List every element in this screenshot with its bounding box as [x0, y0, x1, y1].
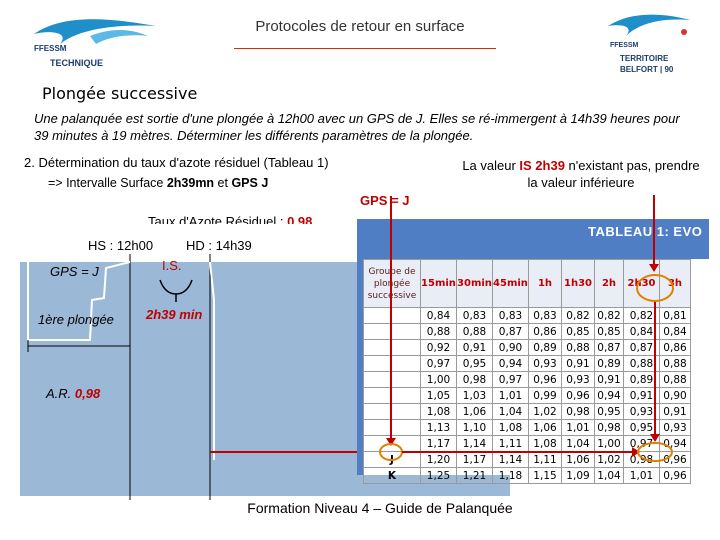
section-title: Plongée successive: [42, 84, 198, 103]
value-cell: 1,11: [528, 451, 562, 468]
column-header: 15min: [420, 259, 457, 308]
table-row: 0,97 0,95 0,94 0,93 0,91 0,89 0,88 0,88: [363, 355, 691, 372]
value-cell: 0,86: [659, 339, 691, 356]
logo-line-1: FFESSM: [610, 42, 639, 49]
value-cell: 0,97: [420, 355, 457, 372]
value-cell: 1,01: [623, 467, 660, 484]
table-row: 0,84 0,83 0,83 0,83 0,82 0,82 0,82 0,81: [363, 307, 691, 324]
logo-line-1: FFESSM: [34, 44, 67, 53]
value-cell: 1,15: [528, 467, 562, 484]
value-cell: 0,81: [659, 307, 691, 324]
interval-mid: et: [214, 176, 232, 190]
table-left-strip: [357, 259, 363, 475]
value-cell: 0,98: [594, 419, 624, 436]
logo-line-2: TECHNIQUE: [50, 58, 104, 68]
column-header: 1h30: [561, 259, 595, 308]
diagram-top-area: [20, 224, 357, 262]
column-pointer-arrow: [649, 264, 659, 272]
table-row: 1,13 1,10 1,08 1,06 1,01 0,98 0,95 0,93: [363, 419, 691, 436]
interval-prefix: => Intervalle Surface: [48, 176, 167, 190]
first-dive-label: 1ère plongée: [38, 312, 114, 327]
value-cell: 0,82: [561, 307, 595, 324]
hd-label: HD : 14h39: [186, 238, 252, 253]
value-cell: 1,25: [420, 467, 457, 484]
value-cell: 1,08: [492, 419, 529, 436]
interval-line: => Intervalle Surface 2h39mn et GPS J: [48, 176, 268, 190]
table-title-bar: [357, 219, 709, 259]
column-header: 45min: [492, 259, 529, 308]
group-j-highlight: [379, 443, 403, 461]
second-dive-profile: [209, 261, 215, 460]
wave-logo-icon: [34, 19, 156, 44]
value-cell: 0,99: [528, 387, 562, 404]
footer-text: Formation Niveau 4 – Guide de Palanquée: [247, 500, 513, 516]
value-cell: 0,90: [492, 339, 529, 356]
value-cell: 0,84: [623, 323, 660, 340]
value-cell: 1,00: [420, 371, 457, 388]
value-cell: 0,91: [659, 403, 691, 420]
value-cell: 0,92: [420, 339, 457, 356]
value-cell: 1,06: [528, 419, 562, 436]
note-prefix: La valeur: [462, 158, 520, 173]
value-cell: 1,02: [528, 403, 562, 420]
table-row: K 1,25 1,21 1,18 1,15 1,09 1,04 1,01 0,96: [363, 467, 691, 484]
page-header-title: Protocoles de retour en surface: [255, 18, 465, 35]
logo-line-2: TERRITOIRE: [620, 54, 669, 63]
value-cell: 1,18: [492, 467, 529, 484]
residual-nitrogen-annotation: A.R. 0,98: [46, 386, 100, 401]
column-header: 3h: [659, 259, 691, 308]
exercise-statement: Une palanquée est sortie d'une plongée à…: [34, 111, 680, 143]
column-header: 2h: [594, 259, 624, 308]
ar-prefix: A.R.: [46, 386, 75, 401]
row-pointer-arrow: [632, 447, 640, 457]
note-highlight: IS 2h39: [519, 158, 565, 173]
gps-annotation: GPS = J: [360, 193, 410, 208]
step-heading: 2. Détermination du taux d'azote résidue…: [24, 155, 329, 170]
ffessm-technique-logo: FFESSM TECHNIQUE: [30, 14, 160, 74]
result-highlight: [637, 442, 673, 462]
value-cell: 1,09: [561, 467, 595, 484]
diagram-gps-label: GPS = J: [50, 264, 99, 279]
table-row: 1,08 1,06 1,04 1,02 0,98 0,95 0,93 0,91: [363, 403, 691, 420]
logo-line-3: BELFORT | 90: [620, 65, 674, 74]
value-cell: 0,96: [659, 467, 691, 484]
interval-gps: GPS J: [231, 176, 269, 190]
value-cell: 0,91: [594, 371, 624, 388]
column-2h30-highlight: [636, 274, 674, 302]
header-divider: [234, 48, 496, 49]
column-header: 30min: [456, 259, 493, 308]
value-cell: 0,89: [594, 355, 624, 372]
note-text: La valeur IS 2h39 n'existant pas, prendr…: [456, 157, 706, 191]
ffessm-territoire-belfort-logo: FFESSM TERRITOIRE BELFORT | 90: [600, 10, 700, 76]
value-cell: 0,85: [561, 323, 595, 340]
value-cell: 0,93: [659, 419, 691, 436]
value-cell: 0,83: [492, 307, 529, 324]
column-down-arrow: [650, 434, 660, 442]
interval-duration-label: 2h39 min: [146, 307, 203, 322]
group-pointer-arrow: [386, 438, 396, 446]
value-cell: 0,89: [528, 339, 562, 356]
note-suffix: n'existant pas, prendre la valeur inféri…: [527, 158, 700, 190]
wave-logo-icon: [608, 14, 690, 36]
value-cell: 1,13: [420, 419, 457, 436]
value-cell: 1,02: [594, 451, 624, 468]
surface-interval-label: I.S.: [162, 258, 182, 273]
value-cell: 0,93: [623, 403, 660, 420]
value-cell: 0,91: [623, 387, 660, 404]
table-title: TABLEAU 1: EVO: [588, 224, 703, 239]
value-cell: 1,00: [594, 435, 624, 452]
ar-value: 0,98: [74, 386, 101, 401]
value-cell: 1,14: [456, 435, 493, 452]
table-body: 0,84 0,83 0,83 0,83 0,82 0,82 0,82 0,81 0,88 0,88…: [363, 307, 691, 484]
value-cell: 0,93: [561, 371, 595, 388]
interval-value: 2h39mn: [166, 176, 215, 190]
hs-label: HS : 12h00: [88, 238, 154, 253]
